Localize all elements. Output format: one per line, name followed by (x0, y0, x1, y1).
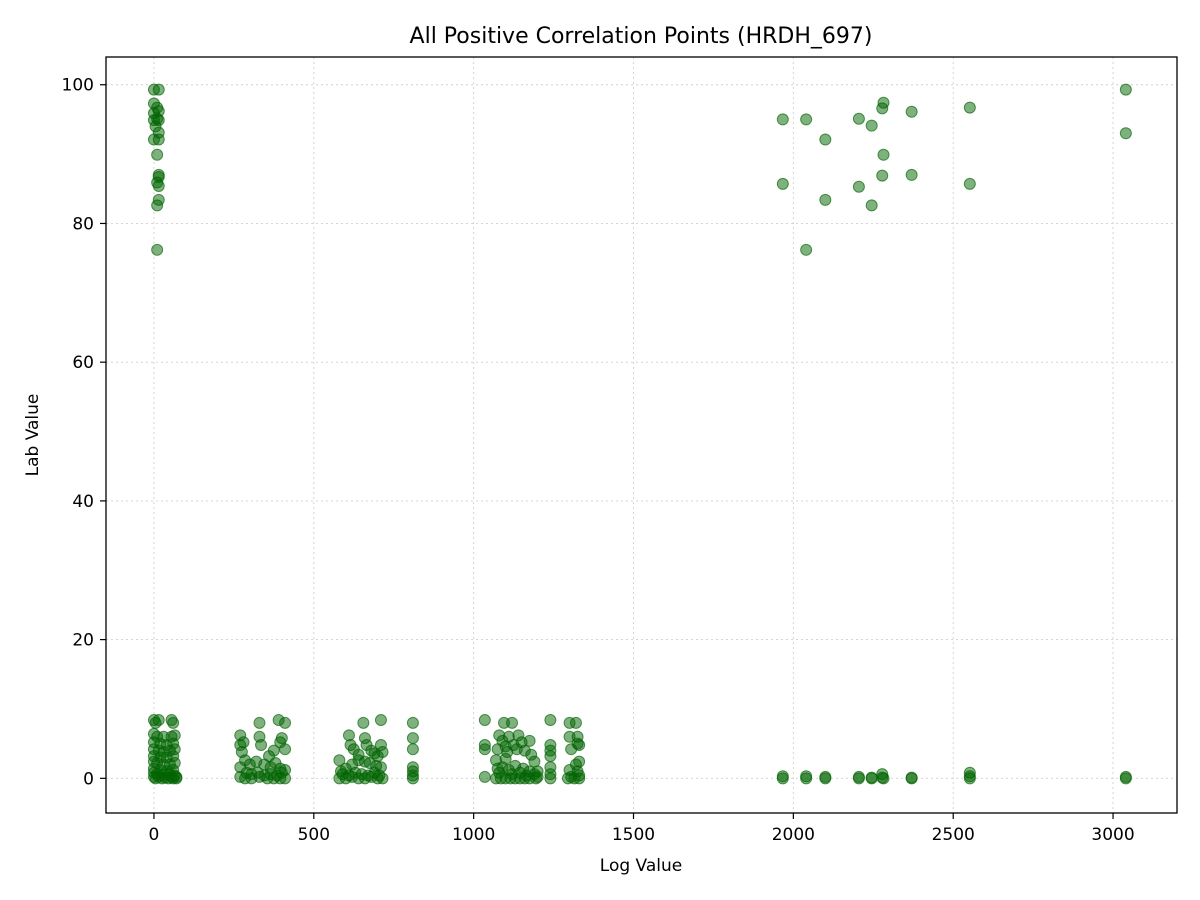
data-point (499, 752, 512, 765)
data-point (151, 199, 164, 212)
plot-frame (105, 56, 1178, 814)
x-axis-label: Log Value (600, 856, 682, 876)
data-point (506, 716, 519, 729)
x-tick-label: 1500 (612, 825, 655, 845)
data-point (406, 732, 419, 745)
data-point (776, 177, 789, 190)
data-point (905, 772, 918, 785)
data-point (776, 772, 789, 785)
data-point (152, 180, 165, 193)
data-point (151, 243, 164, 256)
data-point (852, 180, 865, 193)
x-tick-label: 1000 (452, 825, 495, 845)
data-point (876, 169, 889, 182)
x-tick-label: 0 (149, 825, 160, 845)
data-point (877, 772, 890, 785)
data-point (852, 772, 865, 785)
data-point (877, 148, 890, 161)
data-point (865, 772, 878, 785)
data-point (406, 716, 419, 729)
data-point (963, 177, 976, 190)
data-point (852, 112, 865, 125)
data-point (374, 714, 387, 727)
data-point (800, 113, 813, 126)
data-point (877, 96, 890, 109)
data-point (523, 734, 536, 747)
y-tick-label: 60 (72, 353, 94, 373)
data-point (152, 714, 165, 727)
gridlines (106, 57, 1177, 813)
data-point (170, 772, 183, 785)
data-point (357, 716, 370, 729)
data-point (376, 772, 389, 785)
data-point (152, 83, 165, 96)
data-point (279, 743, 292, 756)
data-point (478, 770, 491, 783)
y-tick-label: 0 (83, 769, 94, 789)
data-point (544, 772, 557, 785)
data-point (279, 716, 292, 729)
data-point (963, 101, 976, 114)
data-point (406, 743, 419, 756)
data-point (342, 729, 355, 742)
y-tick-label: 100 (62, 76, 94, 96)
data-point (147, 133, 160, 146)
data-point (151, 148, 164, 161)
x-tick-label: 2500 (932, 825, 975, 845)
chart-title: All Positive Correlation Points (HRDH_69… (410, 24, 873, 49)
data-point (529, 772, 542, 785)
data-point (819, 772, 832, 785)
data-point (573, 772, 586, 785)
data-point (544, 750, 557, 763)
data-point (865, 199, 878, 212)
data-point (275, 732, 288, 745)
data-point (478, 743, 491, 756)
data-point (1119, 772, 1132, 785)
data-point (905, 105, 918, 118)
data-point (819, 133, 832, 146)
data-point (905, 168, 918, 181)
x-tick-label: 2000 (772, 825, 815, 845)
data-point (573, 739, 586, 752)
data-point (800, 243, 813, 256)
data-point (1119, 127, 1132, 140)
x-axis-ticks: 0 500 1000 1500 2000 2500 3000 (149, 813, 1135, 845)
y-axis-label: Lab Value (23, 394, 43, 477)
x-tick-label: 500 (298, 825, 330, 845)
data-point (800, 772, 813, 785)
y-tick-label: 80 (72, 214, 94, 234)
data-point (1119, 83, 1132, 96)
data-point (544, 714, 557, 727)
data-point (279, 772, 292, 785)
data-point (406, 772, 419, 785)
data-point (819, 193, 832, 206)
data-point (963, 772, 976, 785)
data-points (147, 83, 1132, 785)
y-axis-ticks: 0 20 40 60 80 100 (62, 76, 106, 789)
data-point (776, 113, 789, 126)
data-point (255, 739, 268, 752)
x-tick-label: 3000 (1091, 825, 1134, 845)
data-point (569, 716, 582, 729)
data-point (376, 745, 389, 758)
data-point (167, 716, 180, 729)
data-point (865, 119, 878, 132)
y-tick-label: 40 (72, 492, 94, 512)
y-tick-label: 20 (72, 631, 94, 651)
data-point (253, 716, 266, 729)
data-point (478, 714, 491, 727)
